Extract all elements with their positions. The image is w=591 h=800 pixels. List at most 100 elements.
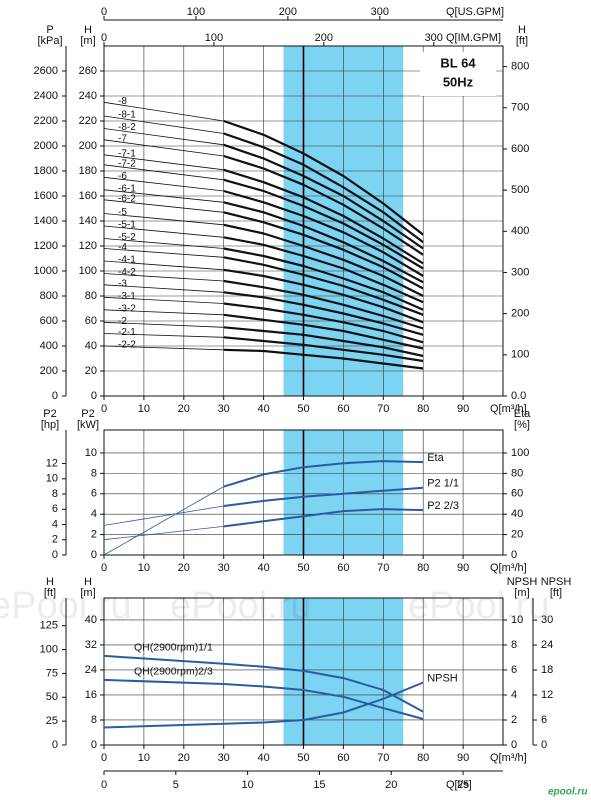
y2-tick-label: 300 [511,266,529,278]
x-axis-label: Q[m³/h] [490,403,527,415]
logo: epool.ru [548,787,587,798]
panel: 0 10 20 30 40 50 60 70 80 90 Q[m³/h] 0 20 40 60 80 100 12… [34,6,530,415]
tick-label: 75 [46,667,58,679]
tick-label: 20 [385,779,397,791]
x-tick-label: 40 [257,562,269,574]
curve [223,132,424,244]
curve [223,313,424,350]
y-tick-label: 0 [91,549,97,561]
tick-label: 100 [205,32,223,44]
x-tick-label: 20 [178,403,190,415]
curve-thin [103,238,224,249]
series-label: -8-1 [118,110,136,121]
y-tick-label: 80 [85,290,97,302]
y2-tick-label: 8 [511,639,517,651]
tick-label: 0 [52,739,58,751]
series-label: Eta [427,452,444,464]
curve-thin [103,526,224,541]
tick-label: 50 [46,691,58,703]
curve-thin [103,164,224,181]
y-axis-label: H [84,24,92,36]
x-tick-label: 80 [417,403,429,415]
tick-label: 2200 [34,115,58,127]
tick-label: 1400 [34,215,58,227]
tick-label: 8 [52,488,58,500]
x-tick-label: 30 [218,752,230,764]
curve [223,302,424,344]
curve [223,223,424,297]
x-tick-label: 30 [218,562,230,574]
series-label: -8 [118,96,127,107]
y-tick-label: 4 [91,508,97,520]
x-tick-label: 70 [377,403,389,415]
series-label: -7 [118,133,127,144]
curve [223,256,424,316]
tick-label: 200 [40,365,58,377]
y-tick-label: 20 [85,365,97,377]
plot-frame [103,597,504,746]
y-tick-label: 220 [79,115,97,127]
y-tick-label: 6 [91,488,97,500]
curve-thin [103,345,224,351]
curve [103,678,424,720]
axis-label: NPSH [541,576,572,588]
curve-thin [103,321,224,328]
curve [223,268,424,324]
curve-thin [103,101,224,122]
tick-label: 0 [541,739,547,751]
curve [223,189,424,277]
x-tick-label: 80 [417,752,429,764]
x-tick-label: 30 [218,403,230,415]
axis-label: P [46,24,53,36]
curve [223,279,424,330]
x-tick-label: 60 [337,752,349,764]
tick-label: 1200 [34,240,58,252]
watermark: ePool.ru [408,585,550,627]
x-tick-label: 90 [457,752,469,764]
curve-thin [103,128,224,146]
tick-label: 100 [40,643,58,655]
curve-thin [103,154,224,171]
y-tick-label: 60 [85,315,97,327]
curve-thin [103,115,224,134]
curve [223,247,424,311]
tick-label: 0 [101,32,107,44]
curve-thin [103,333,224,338]
curve [223,154,424,256]
curve [223,508,424,528]
y2-tick-label: 400 [511,225,529,237]
y2-tick-label: 700 [511,102,529,114]
curve [223,326,424,358]
x-tick-label: 10 [138,562,150,574]
series-label: -3-1 [118,291,136,302]
tick-label: 600 [40,315,58,327]
y2-tick-label: 0.0 [511,390,526,402]
y2-tick-label: 40 [511,508,523,520]
tick-label: 200 [279,6,297,18]
y-tick-label: 8 [91,714,97,726]
series-label: -6-1 [118,183,136,194]
y-tick-label: 32 [85,639,97,651]
curve [223,143,424,250]
curve [103,654,424,713]
curve [223,460,424,488]
curve [223,211,424,290]
x-tick-label: 20 [178,752,190,764]
x-tick-label: 0 [101,403,107,415]
x-tick-label: 60 [337,562,349,574]
curve-thin [103,248,224,258]
y-tick-label: 180 [79,165,97,177]
y-tick-label: 40 [85,614,97,626]
y-tick-label: 8 [91,467,97,479]
series-label: NPSH [427,672,458,684]
tick-label: 25 [46,715,58,727]
curve-thin [103,139,224,157]
y-tick-label: 120 [79,240,97,252]
y-axis-label: P2 [81,408,94,420]
y-tick-label: 100 [79,265,97,277]
axis-label: Q[IM.GPM] [446,32,501,44]
y-axis-label: H [84,576,92,588]
curve [223,348,424,370]
x-tick-label: 50 [297,403,309,415]
series-label: -5-2 [118,232,136,243]
